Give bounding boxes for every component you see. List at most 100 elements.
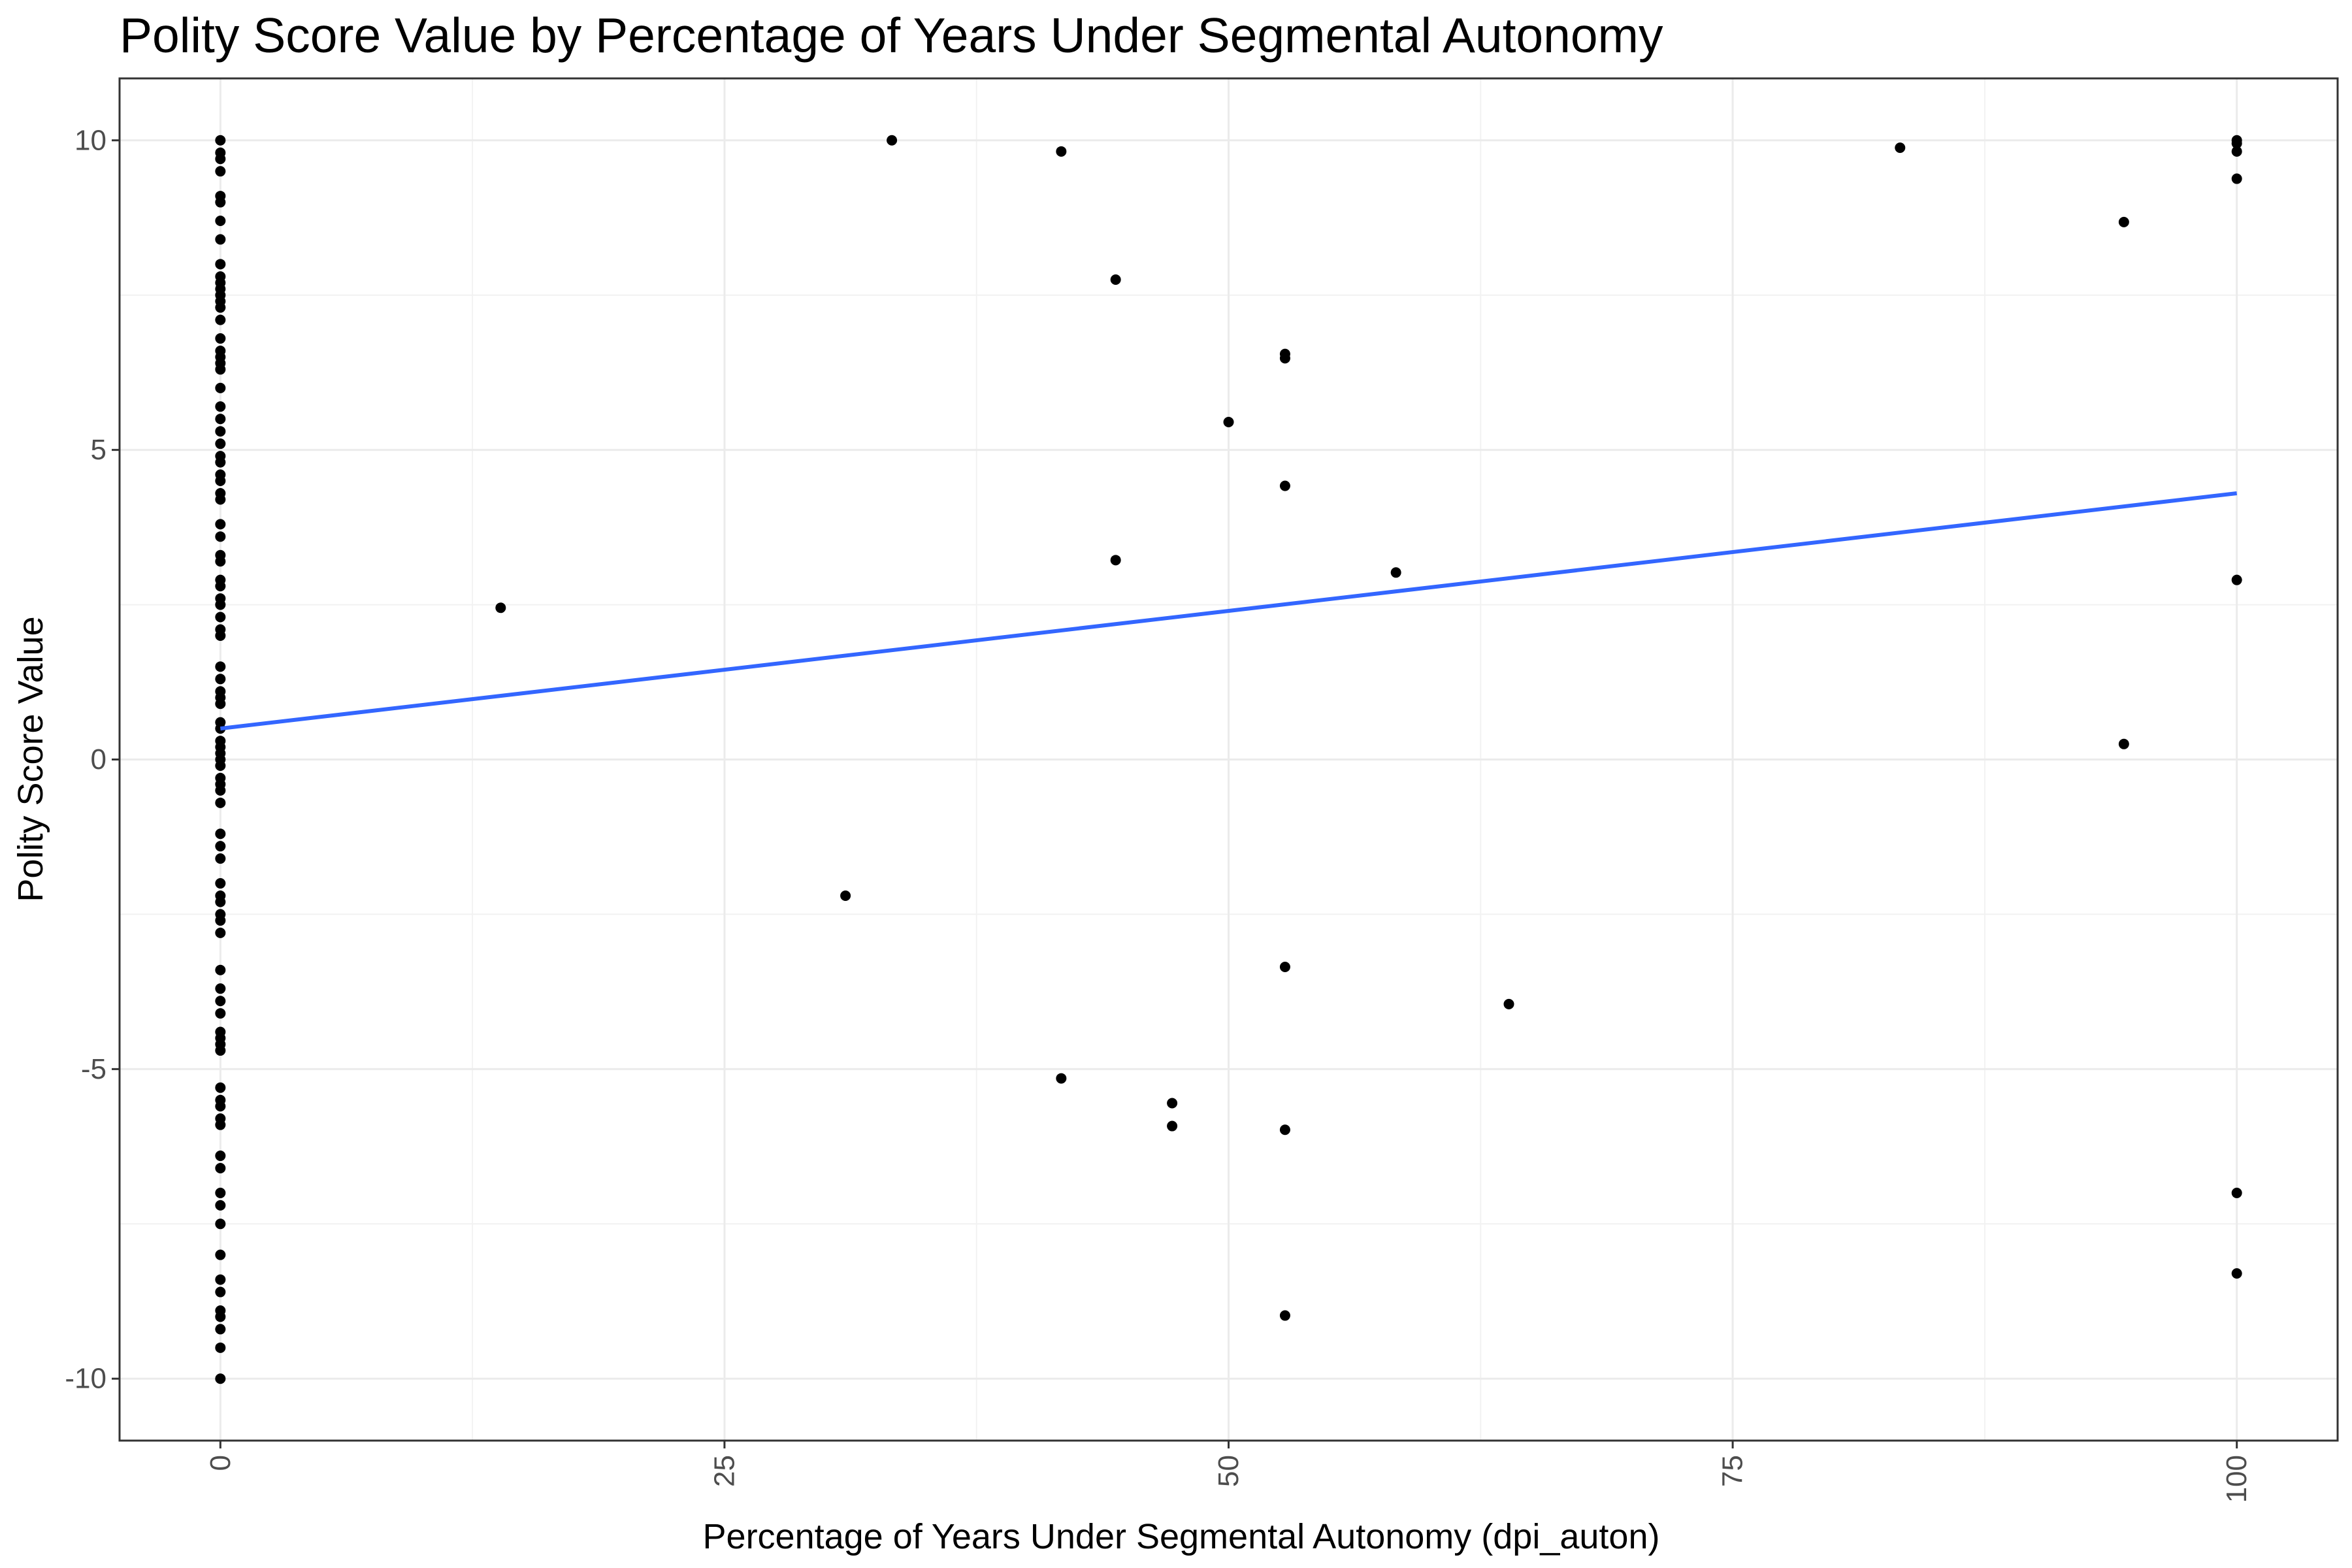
data-point [215,333,226,344]
data-point [215,828,226,840]
data-point [215,259,226,270]
data-point [1279,961,1290,972]
data-point [215,364,226,375]
data-point [215,234,226,245]
fit-line [220,491,2238,731]
data-point [215,927,226,938]
data-points [215,135,2242,1384]
data-point [215,414,226,425]
data-point [215,841,226,852]
data-point [215,215,226,226]
data-point [215,476,226,487]
data-point [215,1119,226,1130]
data-point [215,531,226,542]
data-point [215,1342,226,1353]
data-point [1223,416,1234,427]
data-point [1167,1120,1178,1132]
chart-title: Polity Score Value by Percentage of Year… [120,8,1663,63]
data-point [215,785,226,796]
data-point [1110,274,1121,286]
data-point [215,1101,226,1112]
data-point [215,1008,226,1019]
data-point [2118,216,2129,227]
data-point [215,674,226,685]
data-point [2118,738,2129,749]
data-point [215,612,226,623]
data-point [215,1163,226,1173]
data-point [215,599,226,610]
regression-line [220,491,2238,731]
data-point [215,983,226,994]
data-point [1390,567,1401,578]
data-point [215,302,226,313]
data-point [2231,173,2242,184]
data-point [215,698,226,710]
data-point [215,494,226,505]
data-point [1279,480,1290,491]
data-point [215,1045,226,1056]
axes: 0 25 50 75 100 -10 -5 0 5 10 [65,77,2339,1503]
data-point [215,197,226,208]
y-tick-label: -10 [65,1363,106,1395]
data-point [215,1200,226,1211]
data-point [215,878,226,889]
data-point [215,135,226,146]
data-point [215,426,226,437]
data-point [840,890,851,901]
data-point [1110,555,1121,566]
data-point [215,166,226,177]
data-point [1279,1310,1290,1321]
data-point [215,382,226,393]
data-point [215,1082,226,1093]
data-point [215,996,226,1007]
x-tick-label: 100 [2221,1455,2253,1503]
data-point [215,154,226,165]
data-point [215,661,226,672]
x-tick-label: 25 [708,1455,740,1487]
y-tick-label: 10 [74,124,106,156]
x-tick-label: 75 [1717,1455,1749,1487]
y-tick-label: 5 [91,434,106,466]
data-point [1279,1124,1290,1135]
data-point [2231,1187,2242,1198]
data-point [1056,146,1067,157]
data-point [215,1249,226,1260]
data-point [215,581,226,592]
data-point [215,760,226,771]
data-point [215,1151,226,1162]
data-point [1167,1098,1178,1109]
data-point [215,519,226,530]
data-point [215,457,226,468]
data-point [215,1218,226,1230]
data-point [2231,574,2242,585]
data-point [1503,998,1514,1009]
x-tick-label: 0 [204,1455,237,1471]
data-point [215,964,226,975]
grid-lines [120,78,2338,1441]
data-point [215,401,226,412]
data-point [215,314,226,325]
x-axis-title: Percentage of Years Under Segmental Auto… [703,1517,1660,1556]
data-point [2231,138,2242,149]
data-point [215,896,226,907]
data-point [215,556,226,567]
y-axis-title: Polity Score Value [11,616,50,902]
data-point [495,602,506,613]
data-point [215,1274,226,1285]
data-point [215,797,226,808]
data-point [215,1187,226,1198]
data-point [2231,146,2242,157]
data-point [215,1311,226,1322]
data-point [215,1286,226,1298]
data-point [215,853,226,864]
y-tick-label: -5 [81,1053,106,1085]
data-point [887,135,898,146]
data-point [215,1373,226,1384]
data-point [1056,1073,1067,1084]
data-point [2231,1268,2242,1279]
data-point [215,630,226,641]
data-point [215,1324,226,1335]
data-point [1279,353,1290,364]
data-point [1895,142,1906,154]
